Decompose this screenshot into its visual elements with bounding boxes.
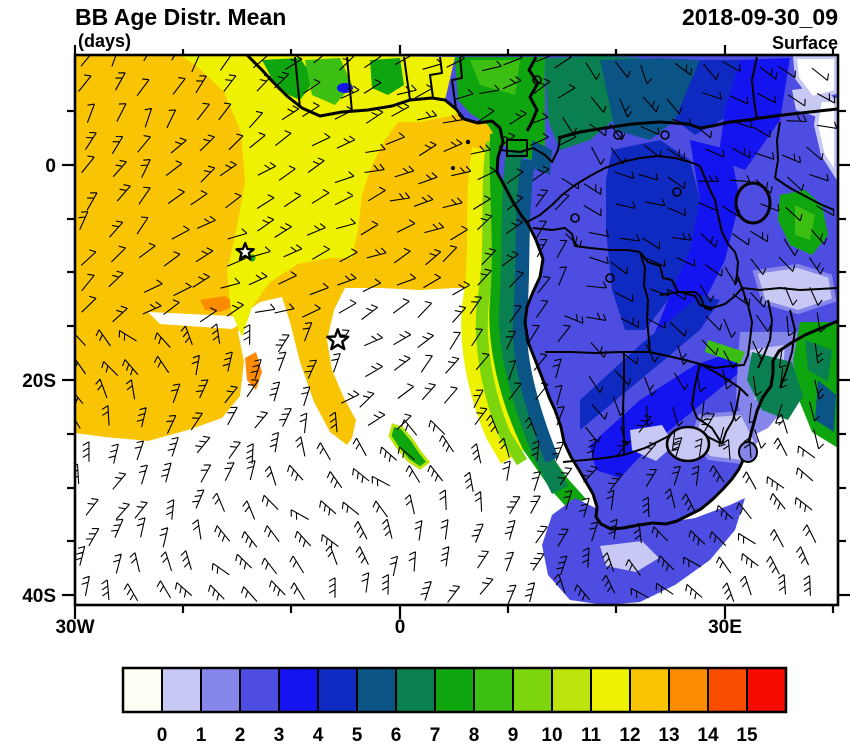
star-markers (235, 241, 350, 351)
colorbar-label-1: 1 (196, 725, 207, 746)
colorbar-cell-12 (590, 667, 631, 713)
botswana-blue-region (590, 350, 752, 478)
map-frame (73, 53, 840, 607)
band-darkblue-north (675, 60, 740, 135)
colorbar-label-15: 15 (736, 725, 758, 746)
colorbar-cell-3 (239, 667, 280, 713)
colorbar-label-0: 0 (157, 725, 168, 746)
colorbar-label-4: 4 (313, 725, 324, 746)
colorbar-label-12: 12 (619, 725, 640, 746)
colorbar-cell-1 (161, 667, 202, 713)
x-tick-label-0: 30W (55, 617, 94, 638)
star-marker-1 (235, 241, 255, 261)
yellow-core-region (181, 56, 480, 337)
colorbar-label-10: 10 (541, 725, 562, 746)
colorbar-cell-0 (122, 667, 163, 713)
colorbar-label-13: 13 (658, 725, 679, 746)
axes-layer: 0 20S 40S 30W 0 30E (22, 45, 850, 638)
white-ne-1 (792, 56, 837, 101)
colorbar-cell-11 (551, 667, 592, 713)
band-darkgreen-coastal (498, 148, 569, 495)
coastal-strip-yellowgreen (475, 141, 528, 466)
band-teal-coastal (512, 159, 559, 463)
colorbar-label-8: 8 (469, 725, 480, 746)
colorbar-label-3: 3 (274, 725, 285, 746)
colorbar-cell-13 (629, 667, 670, 713)
colorbar-cell-6 (356, 667, 397, 713)
map-content (76, 56, 837, 604)
white-channel (148, 312, 252, 329)
orange-speck-1 (200, 296, 237, 312)
colorbar-cell-7 (395, 667, 436, 713)
star-marker-2 (326, 328, 350, 351)
colorbar-cell-10 (512, 667, 553, 713)
white-ne-2 (813, 98, 837, 181)
wa-green-3 (370, 58, 404, 95)
nigeria-green-wedge (455, 57, 545, 160)
colorbar-frame (121, 666, 788, 714)
colorbar: 0 1 2 3 4 5 6 7 8 9 10 11 12 13 14 15 (121, 666, 788, 746)
green-streak (388, 423, 431, 470)
x-tick-label-2: 30E (708, 617, 742, 638)
green-zambezi-streak (705, 340, 745, 364)
colorbar-cell-16 (746, 667, 787, 713)
teal-right-edge (815, 380, 836, 432)
darkgreen-right-edge (805, 340, 832, 382)
colorbar-label-9: 9 (508, 725, 519, 746)
y-tick-label-2: 40S (22, 586, 56, 607)
band-teal-north (600, 58, 700, 140)
colorbar-label-6: 6 (391, 725, 402, 746)
colorbar-cell-9 (473, 667, 514, 713)
colorbar-cell-2 (200, 667, 241, 713)
x-tick-label-1: 0 (395, 617, 406, 638)
band-darkblue-sw (580, 295, 720, 430)
colorbar-cell-5 (317, 667, 358, 713)
colorbar-cell-8 (434, 667, 475, 713)
colorbar-cell-4 (278, 667, 319, 713)
colorbar-label-11: 11 (581, 725, 602, 746)
y-tick-label-0: 0 (45, 156, 56, 177)
lake-markers (532, 75, 682, 283)
colorbar-label-14: 14 (697, 725, 719, 746)
swaziland-outline (738, 441, 758, 463)
colorbar-label-7: 7 (430, 725, 441, 746)
y-tick-label-1: 20S (22, 371, 56, 392)
band-blue-north (718, 58, 790, 170)
colorbar-label-2: 2 (235, 725, 246, 746)
units-label: (days) (78, 31, 131, 51)
wa-green-1 (262, 58, 315, 100)
coastline (245, 56, 837, 531)
lake-victoria (734, 181, 772, 225)
green-kenya-light (795, 205, 815, 240)
cameroon-teal-patch (532, 140, 552, 175)
datetime-label: 2018-09-30_09 (682, 4, 838, 30)
island-dot-1 (465, 139, 471, 145)
colorbar-cell-14 (668, 667, 709, 713)
plot-title: BB Age Distr. Mean (75, 4, 286, 30)
colorbar-label-5: 5 (352, 725, 363, 746)
level-label: Surface (772, 33, 838, 53)
lavender-cape-patch (600, 541, 659, 572)
colorbar-cell-15 (707, 667, 748, 713)
island-dot-2 (451, 166, 455, 170)
